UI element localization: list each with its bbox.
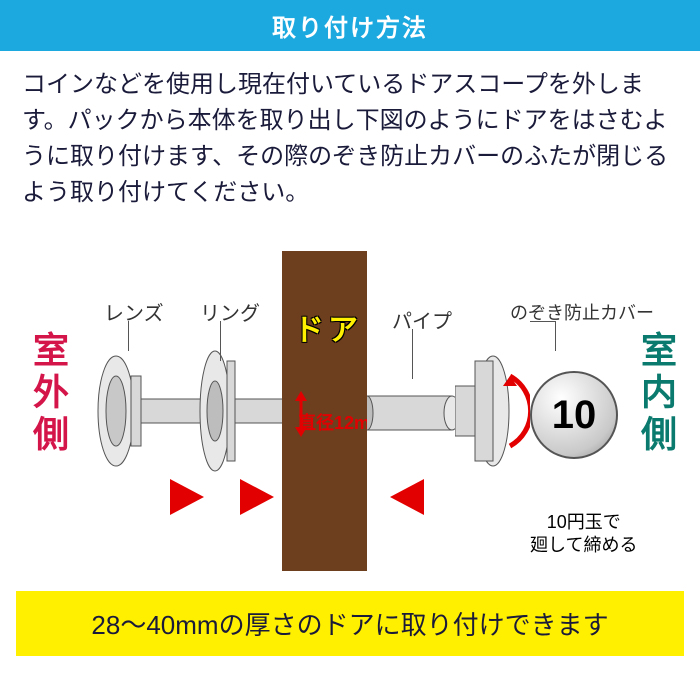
footer-text: 28～40mmの厚さのドアに取り付けできます <box>91 610 608 640</box>
door-label: ドア <box>294 305 362 349</box>
outside-label: 室外側 <box>22 331 74 457</box>
leader-line <box>128 321 129 351</box>
lens-part <box>96 351 156 471</box>
pipe-label: パイプ <box>392 305 452 334</box>
ring-part <box>195 346 240 476</box>
ring-label: リング <box>200 297 260 326</box>
leader-line <box>530 321 555 322</box>
leader-line <box>555 321 556 351</box>
inside-label: 室内側 <box>630 331 682 457</box>
direction-arrow-icon <box>170 479 204 515</box>
coin-instruction: 10円玉で 廻して締める <box>530 511 637 558</box>
coin-note-line2: 廻して締める <box>530 535 637 555</box>
header-bar: 取り付け方法 <box>0 0 700 51</box>
direction-arrow-icon <box>390 479 424 515</box>
description-text: コインなどを使用し現在付いているドアスコープを外します。パックから本体を取り出し… <box>0 51 700 221</box>
footer-bar: 28～40mmの厚さのドアに取り付けできます <box>16 591 684 656</box>
header-title: 取り付け方法 <box>272 15 428 42</box>
coin-value: 10 <box>552 393 597 438</box>
leader-line <box>220 321 221 361</box>
direction-arrow-icon <box>240 479 274 515</box>
coin-icon: 10 <box>530 371 618 459</box>
leader-line <box>412 329 413 379</box>
pipe-part <box>367 386 467 440</box>
lens-label: レンズ <box>104 297 164 326</box>
installation-diagram: 室外側 室内側 ドア 直径12mm <box>0 221 700 591</box>
cover-base <box>455 351 530 471</box>
coin-note-line1: 10円玉で <box>547 512 621 532</box>
